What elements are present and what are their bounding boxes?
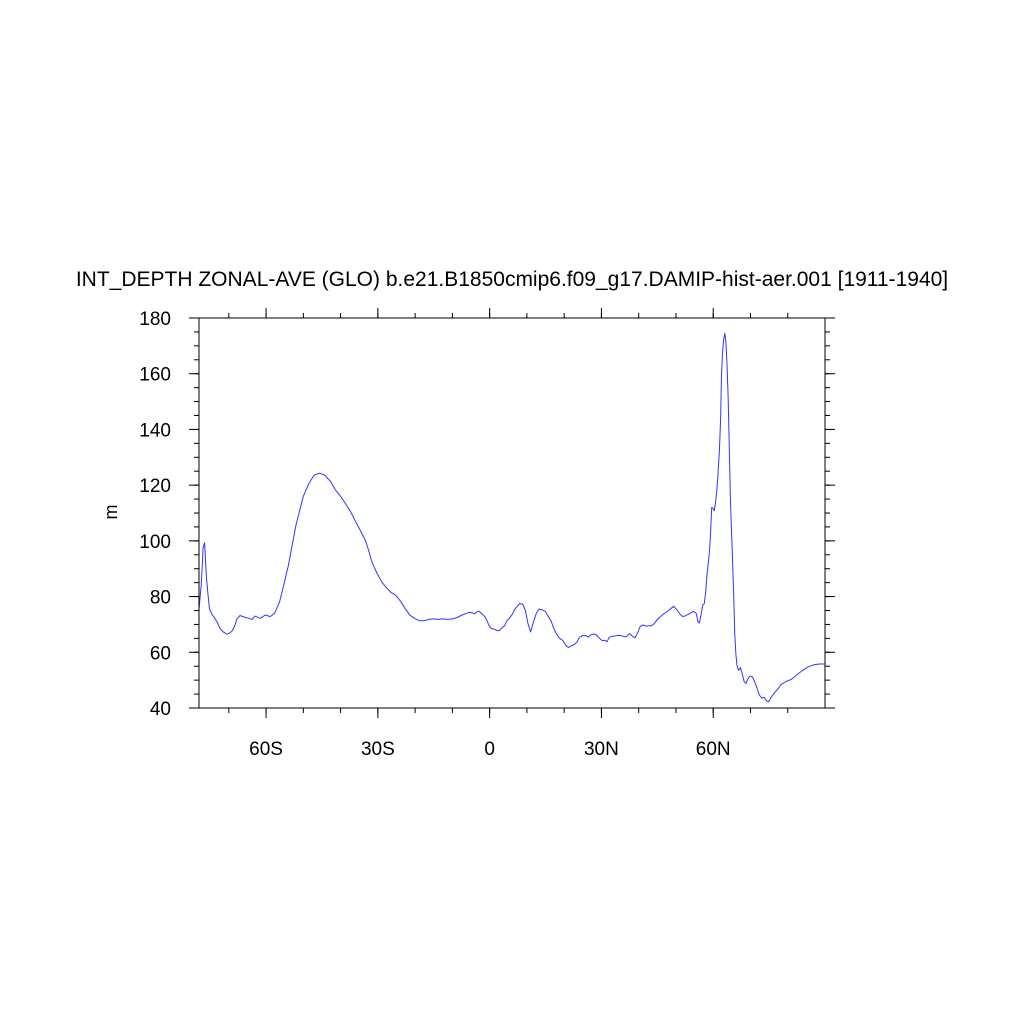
chart-title: INT_DEPTH ZONAL-AVE (GLO) b.e21.B1850cmi…: [76, 268, 948, 291]
y-tick-label: 40: [150, 699, 171, 720]
tick-labels: 40 60 80 100 120 140 160 180 60S 30S 0 30N 60N: [139, 309, 730, 760]
y-tick-label: 160: [139, 365, 171, 386]
x-tick-label: 30S: [361, 739, 395, 760]
x-tick-label: 60N: [696, 739, 731, 760]
y-axis-label: m: [101, 505, 121, 520]
y-tick-label: 180: [139, 309, 171, 330]
axis-ticks: [189, 308, 835, 718]
y-tick-label: 100: [139, 532, 171, 553]
x-tick-label: 0: [484, 739, 495, 760]
x-tick-label: 60S: [249, 739, 283, 760]
y-tick-label: 80: [150, 588, 171, 609]
series-line-0: [198, 332, 825, 703]
y-tick-label: 60: [150, 643, 171, 664]
plot-frame: [198, 317, 826, 709]
x-tick-label: 30N: [584, 739, 619, 760]
y-tick-label: 140: [139, 420, 171, 441]
series-layer: [198, 332, 825, 703]
y-tick-label: 120: [139, 476, 171, 497]
